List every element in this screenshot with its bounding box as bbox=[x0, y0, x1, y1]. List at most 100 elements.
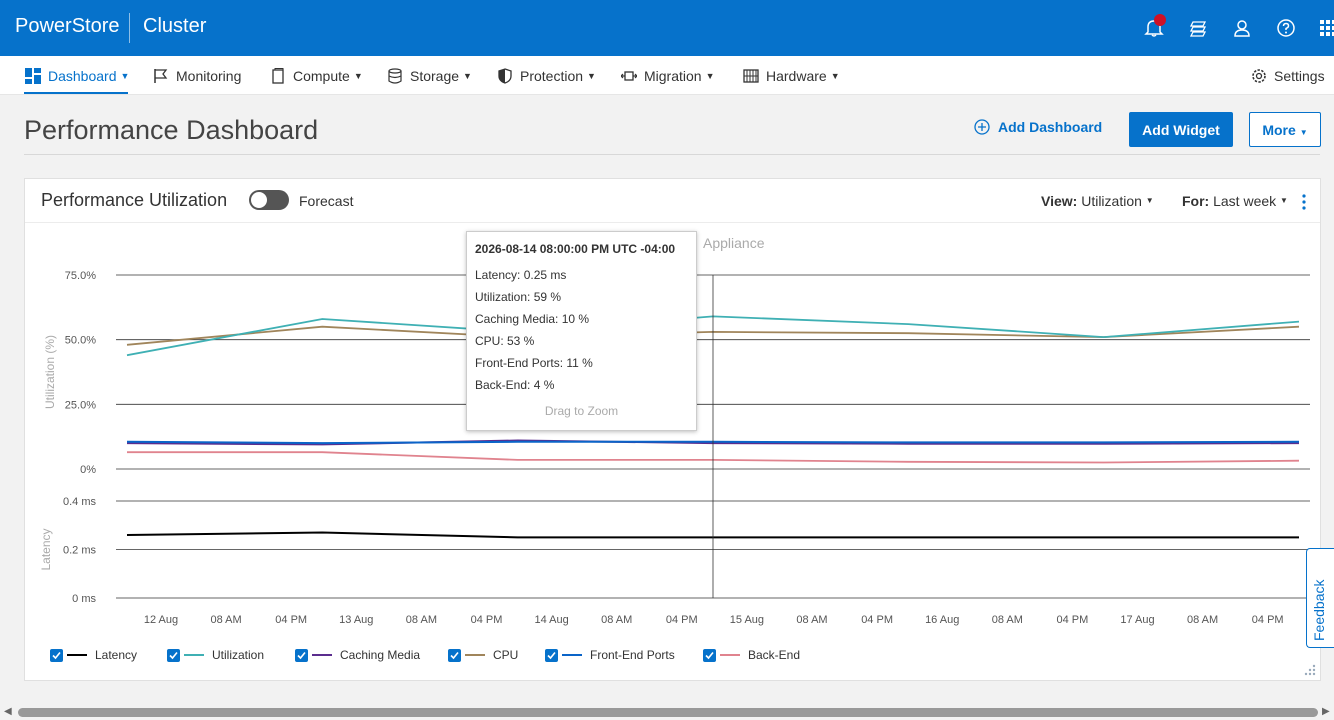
legend-label: Caching Media bbox=[340, 648, 421, 662]
chevron-down-icon: ▼ bbox=[830, 70, 840, 81]
legend-front-end-ports[interactable]: Front-End Ports bbox=[545, 647, 675, 663]
period-dropdown-value: Last week bbox=[1213, 193, 1277, 209]
nav-dashboard[interactable]: Dashboard ▼ bbox=[24, 56, 129, 95]
x-tick-label: 08 AM bbox=[211, 614, 242, 626]
brand-separator bbox=[129, 13, 130, 43]
y-tick-label: 25.0% bbox=[65, 399, 96, 411]
nav-settings[interactable]: Settings bbox=[1250, 56, 1325, 95]
kebab-menu-icon[interactable] bbox=[1301, 193, 1307, 211]
nav-compute[interactable]: Compute ▼ bbox=[269, 56, 363, 95]
brand-name[interactable]: PowerStore bbox=[15, 15, 120, 37]
x-tick-label: 15 Aug bbox=[730, 614, 764, 626]
x-tick-label: 08 AM bbox=[796, 614, 827, 626]
nav-dashboard-label: Dashboard bbox=[48, 67, 117, 84]
view-dropdown[interactable]: View: Utilization ▼ bbox=[1041, 193, 1154, 209]
nav-protection[interactable]: Protection ▼ bbox=[496, 56, 596, 95]
nav-monitoring-label: Monitoring bbox=[176, 67, 242, 84]
y-tick-label: 0% bbox=[80, 464, 96, 476]
chevron-down-icon: ▼ bbox=[587, 70, 596, 81]
x-tick-label: 04 PM bbox=[861, 614, 893, 626]
cluster-name[interactable]: Cluster bbox=[143, 15, 207, 37]
chevron-down-icon: ▼ bbox=[120, 70, 130, 81]
x-tick-label: 08 AM bbox=[1187, 614, 1218, 626]
x-tick-label: 08 AM bbox=[406, 614, 437, 626]
tooltip-row: Back-End: 4 % bbox=[475, 378, 555, 392]
x-tick-label: 08 AM bbox=[992, 614, 1023, 626]
compute-icon bbox=[269, 67, 287, 85]
checkbox-checked-icon bbox=[448, 648, 461, 662]
nav-monitoring[interactable]: Monitoring bbox=[152, 56, 241, 95]
nav-storage[interactable]: Storage ▼ bbox=[386, 56, 472, 95]
legend-label: Latency bbox=[95, 648, 138, 662]
chevron-down-icon: ▼ bbox=[1145, 196, 1154, 205]
legend-swatch bbox=[465, 654, 485, 656]
bell-icon[interactable] bbox=[1142, 14, 1166, 40]
x-tick-label: 04 PM bbox=[1057, 614, 1089, 626]
shield-icon bbox=[496, 67, 514, 85]
resize-handle-icon[interactable] bbox=[1301, 663, 1317, 679]
hardware-icon bbox=[742, 67, 760, 85]
nav-migration[interactable]: Migration ▼ bbox=[620, 56, 715, 95]
active-tab-indicator bbox=[24, 92, 128, 94]
y-tick-label: 0.2 ms bbox=[63, 545, 97, 557]
view-dropdown-label: View: bbox=[1041, 193, 1078, 209]
scroll-left-icon[interactable]: ◀ bbox=[4, 706, 12, 717]
legend-swatch bbox=[562, 654, 582, 656]
y-tick-label: 0.4 ms bbox=[63, 496, 97, 508]
x-tick-label: 04 PM bbox=[666, 614, 698, 626]
tooltip-row: Front-End Ports: 11 % bbox=[475, 356, 593, 370]
page-title: Performance Dashboard bbox=[24, 115, 319, 145]
more-button[interactable]: More ▼ bbox=[1249, 112, 1321, 147]
x-tick-label: 08 AM bbox=[601, 614, 632, 626]
jobs-icon[interactable] bbox=[1186, 16, 1210, 40]
x-tick-label: 16 Aug bbox=[925, 614, 959, 626]
period-dropdown-label: For: bbox=[1182, 193, 1210, 209]
feedback-tab[interactable]: Feedback bbox=[1306, 548, 1334, 648]
widget-title: Performance Utilization bbox=[41, 190, 228, 210]
view-dropdown-value: Utilization bbox=[1081, 193, 1142, 209]
add-dashboard-label: Add Dashboard bbox=[998, 119, 1103, 135]
x-tick-label: 04 PM bbox=[1252, 614, 1284, 626]
horizontal-scrollbar[interactable]: ◀ ▶ bbox=[0, 703, 1334, 720]
page-header: Performance Dashboard Add Dashboard Add … bbox=[24, 105, 1321, 155]
nav-hardware-label: Hardware bbox=[766, 67, 827, 84]
x-tick-label: 04 PM bbox=[275, 614, 307, 626]
x-tick-label: 17 Aug bbox=[1120, 614, 1154, 626]
forecast-toggle[interactable] bbox=[249, 190, 289, 210]
tooltip-row: Caching Media: 10 % bbox=[475, 312, 590, 326]
main-nav: Dashboard ▼ Monitoring Compute ▼ Storage… bbox=[0, 56, 1334, 95]
add-dashboard-link[interactable]: Add Dashboard bbox=[974, 119, 1102, 135]
tooltip-timestamp: 2026-08-14 08:00:00 PM UTC -04:00 bbox=[475, 242, 676, 256]
user-icon[interactable] bbox=[1230, 16, 1254, 40]
nav-protection-label: Protection bbox=[520, 67, 584, 84]
more-button-label: More bbox=[1262, 121, 1296, 138]
y-tick-label: 50.0% bbox=[65, 335, 96, 347]
migration-icon bbox=[620, 67, 638, 85]
nav-hardware[interactable]: Hardware ▼ bbox=[742, 56, 840, 95]
legend-label: CPU bbox=[493, 648, 519, 662]
top-bar: PowerStore Cluster bbox=[0, 0, 1334, 56]
legend-utilization[interactable]: Utilization bbox=[167, 647, 264, 663]
apps-grid-icon[interactable] bbox=[1316, 16, 1334, 40]
scrollbar-thumb[interactable] bbox=[18, 708, 1318, 717]
legend-latency[interactable]: Latency bbox=[50, 647, 137, 663]
add-widget-button[interactable]: Add Widget bbox=[1129, 112, 1233, 147]
database-icon bbox=[386, 67, 404, 85]
chevron-down-icon: ▼ bbox=[463, 70, 472, 81]
checkbox-checked-icon bbox=[167, 648, 180, 662]
legend-label: Front-End Ports bbox=[590, 648, 675, 662]
legend-caching-media[interactable]: Caching Media bbox=[295, 647, 420, 663]
checkbox-checked-icon bbox=[50, 648, 63, 662]
chart-tooltip: 2026-08-14 08:00:00 PM UTC -04:00 Latenc… bbox=[466, 231, 697, 431]
checkbox-checked-icon bbox=[703, 648, 716, 662]
legend-cpu[interactable]: CPU bbox=[448, 647, 518, 663]
scroll-right-icon[interactable]: ▶ bbox=[1322, 706, 1330, 717]
checkbox-checked-icon bbox=[295, 648, 308, 662]
legend-back-end[interactable]: Back-End bbox=[703, 647, 800, 663]
help-icon[interactable] bbox=[1274, 16, 1298, 40]
nav-settings-label: Settings bbox=[1274, 67, 1325, 84]
y-axis-title: Utilization (%) bbox=[43, 335, 57, 409]
tooltip-row: Latency: 0.25 ms bbox=[475, 268, 567, 282]
period-dropdown[interactable]: For: Last week ▼ bbox=[1182, 193, 1288, 209]
